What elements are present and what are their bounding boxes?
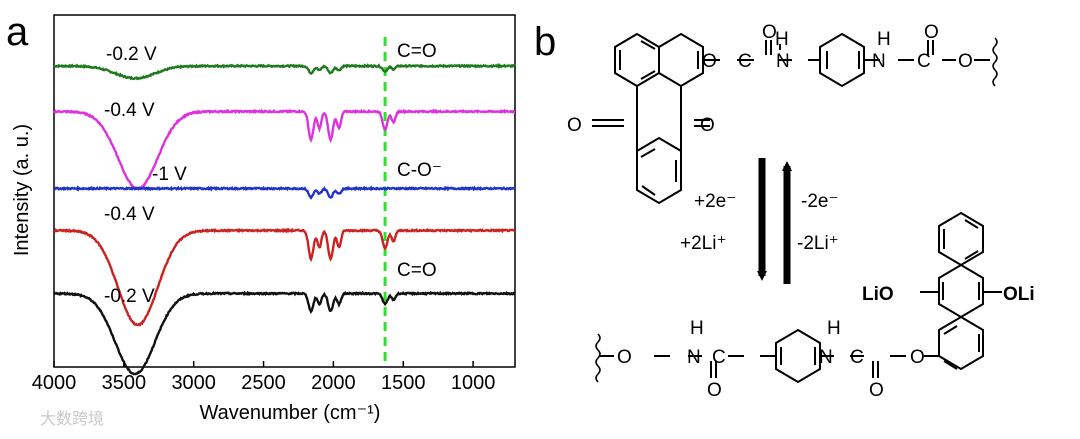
atom-n-2: N <box>872 51 886 72</box>
reaction-arrows <box>757 158 792 284</box>
plot-frame <box>53 14 516 368</box>
atom-h-3: H <box>827 318 841 339</box>
atom-n-3: N <box>819 347 833 368</box>
atom-c-4: C <box>712 347 726 368</box>
series-label-3: -1 V <box>152 164 187 185</box>
lio-label: LiO <box>862 284 894 305</box>
x-tick-label: 3500 <box>102 372 147 394</box>
x-tick-label: 1000 <box>451 372 496 394</box>
atom-n-1: N <box>776 51 790 72</box>
atom-h-4: H <box>690 318 704 339</box>
series-line-3 <box>53 185 516 200</box>
watermark: 大数跨境 <box>40 409 104 428</box>
x-tick-label: 2500 <box>241 372 286 394</box>
atom-h-2: H <box>877 29 891 50</box>
panel-a-label: a <box>6 10 29 54</box>
series-line-1 <box>53 62 516 81</box>
x-tick-label: 4000 <box>32 372 77 394</box>
annotation-co-bottom: C=O <box>397 260 437 281</box>
forward-condition-2: +2Li⁺ <box>680 233 726 254</box>
x-axis-title: Wavenumber (cm⁻¹) <box>200 402 381 424</box>
series-line-5 <box>53 290 516 376</box>
atom-o-5: O <box>567 115 582 136</box>
series-layer <box>52 62 516 376</box>
atom-o-7: O <box>910 347 925 368</box>
series-line-4 <box>53 227 516 327</box>
series-label-5: -0.2 V <box>104 286 155 307</box>
annotation-co-minus: C-O⁻ <box>397 160 442 181</box>
series-label-4: -0.4 V <box>104 204 155 225</box>
atom-c-2: C <box>917 51 931 72</box>
chart-a: 4000 3500 3000 2500 2000 1500 1000 Wavenumber … <box>11 14 516 424</box>
forward-condition-1: +2e⁻ <box>694 191 736 212</box>
series-label-1: -0.2 V <box>106 44 157 65</box>
scheme-b <box>592 32 1002 384</box>
atom-n-4: N <box>687 347 701 368</box>
reverse-condition-1: -2e⁻ <box>801 191 839 212</box>
atom-o-8: O <box>869 380 884 401</box>
lithium-enolate-structure <box>595 211 1002 384</box>
atom-o-9: O <box>707 380 722 401</box>
tick-layer: 4000 3500 3000 2500 2000 1500 1000 <box>32 361 496 394</box>
atom-c-1: C <box>738 51 752 72</box>
panel-b-label: b <box>534 20 556 64</box>
atom-o-2: O <box>762 22 777 43</box>
atom-o-10: O <box>617 347 632 368</box>
series-line-2 <box>52 108 515 192</box>
y-axis-title: Intensity (a. u.) <box>11 124 33 256</box>
oli-label: OLi <box>1003 284 1035 305</box>
x-tick-label: 1500 <box>381 372 426 394</box>
atom-o-4: O <box>958 51 973 72</box>
x-tick-label: 2000 <box>311 372 356 394</box>
x-tick-label: 3000 <box>171 372 216 394</box>
annotation-co-top: C=O <box>397 41 437 62</box>
anthraquinone-structure <box>592 32 998 205</box>
series-label-2: -0.4 V <box>104 100 155 121</box>
reverse-condition-2: -2Li⁺ <box>797 233 839 254</box>
atom-h-1: H <box>775 29 789 50</box>
atom-o-3: O <box>924 22 939 43</box>
atom-o-1: O <box>702 51 717 72</box>
atom-labels: O C O H N H N C O O O O LiO OLi O C O H … <box>567 22 1035 401</box>
atom-o-6: O <box>700 115 715 136</box>
atom-c-3: C <box>850 347 864 368</box>
